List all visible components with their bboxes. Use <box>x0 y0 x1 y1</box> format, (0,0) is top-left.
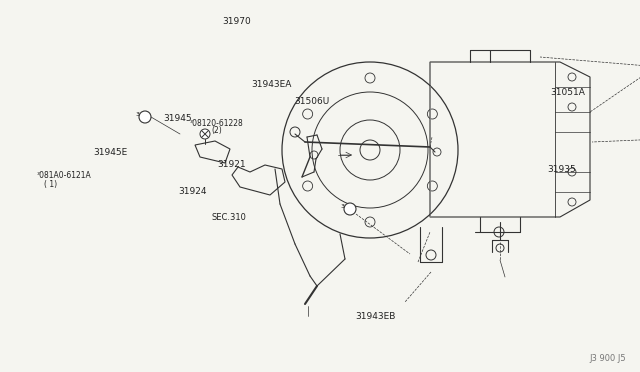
Circle shape <box>344 203 356 215</box>
Text: ³081A0-6121A: ³081A0-6121A <box>36 171 92 180</box>
Text: ³: ³ <box>340 204 344 214</box>
Text: 31945: 31945 <box>163 114 192 123</box>
Text: 31051A: 31051A <box>550 88 585 97</box>
Text: 31921: 31921 <box>218 160 246 169</box>
Text: (2): (2) <box>211 126 221 135</box>
Text: J3 900 J5: J3 900 J5 <box>589 354 626 363</box>
Text: ³08120-61228: ³08120-61228 <box>189 119 243 128</box>
Text: 31924: 31924 <box>178 187 207 196</box>
Text: 31943EB: 31943EB <box>355 312 396 321</box>
Text: 31943EA: 31943EA <box>251 80 291 89</box>
Text: 31970: 31970 <box>223 17 251 26</box>
Text: SEC.310: SEC.310 <box>211 213 246 222</box>
Text: 31506U: 31506U <box>294 97 330 106</box>
Circle shape <box>139 111 151 123</box>
Text: ( 1): ( 1) <box>44 180 57 189</box>
Text: ³: ³ <box>135 112 139 122</box>
Text: 31935: 31935 <box>547 165 576 174</box>
Circle shape <box>200 129 210 139</box>
Text: 31945E: 31945E <box>93 148 127 157</box>
